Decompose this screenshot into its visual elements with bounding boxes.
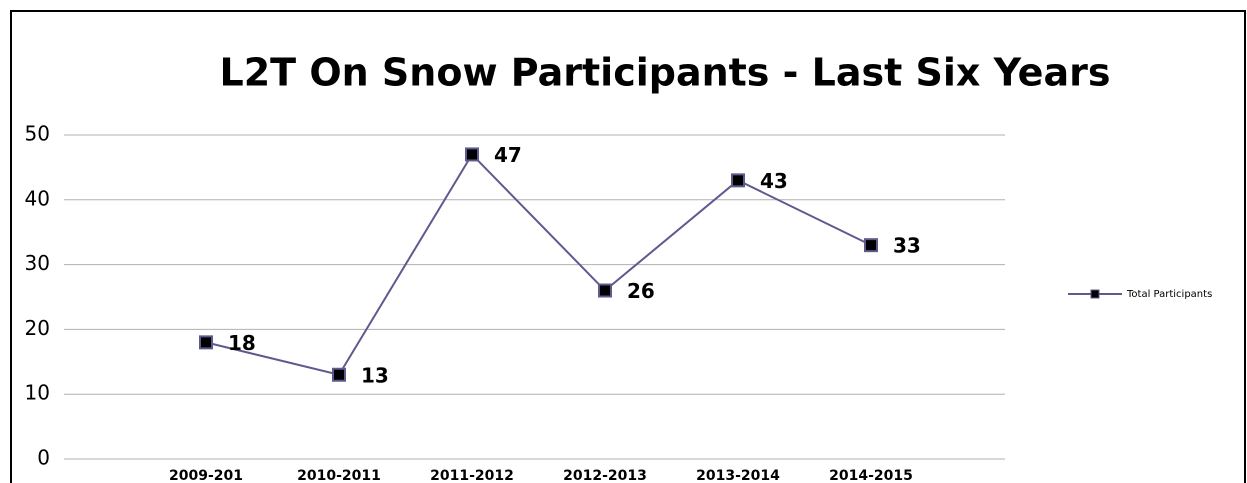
point-marker xyxy=(332,367,346,382)
point-marker xyxy=(465,147,479,162)
point-marker xyxy=(864,238,878,253)
data-label: 33 xyxy=(893,234,921,258)
x-tick-label: 2014-2015 xyxy=(829,468,913,483)
x-tick-label: 2010-2011 xyxy=(297,468,381,483)
legend-label: Total Participants xyxy=(1126,289,1212,300)
legend-marker xyxy=(1090,289,1100,299)
y-tick-label: 20 xyxy=(25,316,50,340)
data-label: 47 xyxy=(494,143,522,167)
x-tick-label: 2009-201 xyxy=(169,468,243,483)
y-tick-label: 10 xyxy=(25,381,50,405)
x-tick-label: 2012-2013 xyxy=(563,468,647,483)
chart-title: L2T On Snow Participants - Last Six Year… xyxy=(220,51,1111,95)
x-tick-label: 2011-2012 xyxy=(430,468,514,483)
y-tick-label: 0 xyxy=(37,446,50,470)
data-label: 26 xyxy=(627,279,655,303)
point-marker xyxy=(598,283,612,298)
point-marker xyxy=(731,173,745,188)
data-label: 18 xyxy=(228,331,256,355)
point-marker xyxy=(199,335,213,350)
data-label: 43 xyxy=(760,169,788,193)
x-tick-label: 2013-2014 xyxy=(696,468,780,483)
series-line xyxy=(205,152,872,376)
frame xyxy=(10,10,1246,483)
y-tick-label: 50 xyxy=(25,122,50,146)
y-tick-label: 40 xyxy=(25,186,50,210)
y-tick-label: 30 xyxy=(25,251,50,275)
data-label: 13 xyxy=(361,363,389,387)
